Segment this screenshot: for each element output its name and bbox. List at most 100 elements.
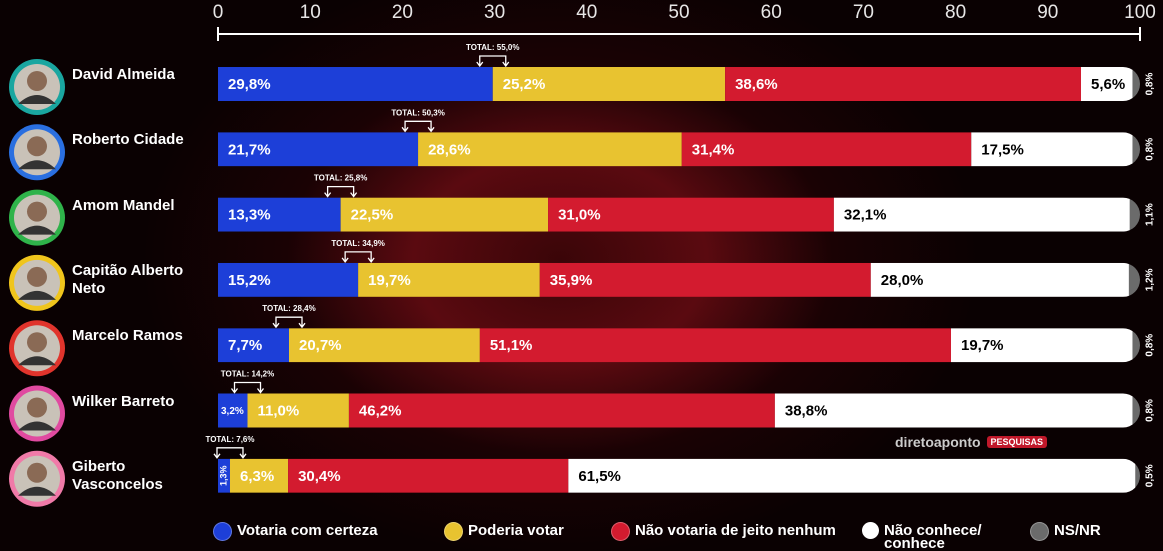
bar-segment xyxy=(1132,132,1140,167)
category-label: David Almeida xyxy=(72,66,175,83)
bar-segment xyxy=(950,328,1133,363)
avatar-body xyxy=(18,95,56,104)
avatar-body xyxy=(18,421,56,431)
total-bracket xyxy=(341,251,375,263)
legend-item: NS/NR xyxy=(1030,522,1101,541)
avatar-head xyxy=(27,136,47,157)
bar-segment xyxy=(539,262,871,297)
x-tick-label: 0 xyxy=(213,2,224,23)
avatar-body xyxy=(18,225,56,235)
avatar-head xyxy=(27,266,47,287)
category-label: Roberto Cidade xyxy=(72,131,184,149)
bar-segment xyxy=(1128,262,1140,297)
value-label: 19,7% xyxy=(961,337,1004,354)
total-bracket xyxy=(324,185,358,198)
legend-label: Votaria com certeza xyxy=(237,522,378,539)
value-label: 32,1% xyxy=(844,207,887,224)
legend-label: Poderia votar xyxy=(468,522,564,539)
bar-segment xyxy=(218,132,419,167)
legend-label: Não votaria de jeito nenhum xyxy=(635,522,836,539)
value-label: 31,4% xyxy=(692,141,735,158)
x-tick-label: 40 xyxy=(576,2,597,23)
legend-label: NS/NR xyxy=(1054,522,1101,539)
value-label: 20,7% xyxy=(299,337,342,354)
avatar-head xyxy=(27,332,47,353)
avatar-head xyxy=(27,462,47,483)
bar-segment xyxy=(288,458,569,493)
bar-segment xyxy=(218,393,248,428)
total-bracket xyxy=(213,447,247,459)
bar-segment xyxy=(288,328,480,363)
legend-swatch xyxy=(444,522,463,541)
value-label: 25,2% xyxy=(503,76,546,93)
x-tick-label: 10 xyxy=(300,2,321,23)
value-label: 15,2% xyxy=(228,272,271,289)
avatar-body xyxy=(18,486,56,496)
value-label: 0,8% xyxy=(1145,138,1156,161)
bar-row xyxy=(218,328,1140,363)
bar-segment xyxy=(1132,67,1140,101)
x-tick-label: 70 xyxy=(853,2,874,23)
bar-row xyxy=(218,67,1140,101)
bar-segment xyxy=(971,132,1133,167)
category-label: Capitão Alberto Neto xyxy=(72,261,184,297)
total-label: TOTAL: 14,2% xyxy=(221,370,275,379)
total-bracket xyxy=(230,381,265,394)
total-label: TOTAL: 7,6% xyxy=(205,435,254,444)
bar-segment xyxy=(548,197,834,232)
category-label: Giberto Vasconcelos xyxy=(72,457,163,493)
value-label: 1,1% xyxy=(1145,203,1156,226)
bar-segment xyxy=(418,132,682,167)
brand-name: diretoaponto xyxy=(895,434,981,450)
x-tick-label: 30 xyxy=(484,2,505,23)
bar-segment xyxy=(725,67,1081,101)
bar-segment xyxy=(568,458,1136,493)
avatar-head xyxy=(27,397,47,418)
bar-segment xyxy=(218,458,230,493)
bar-segment xyxy=(1129,197,1140,232)
total-label: TOTAL: 28,4% xyxy=(262,304,316,313)
value-label: 46,2% xyxy=(359,402,402,419)
x-tick-label: 80 xyxy=(945,2,966,23)
value-label: 0,5% xyxy=(1145,464,1156,487)
legend-item: Não conhece/ conhece pouco xyxy=(862,522,992,551)
avatar-body xyxy=(18,356,56,366)
value-label: 0,8% xyxy=(1145,334,1156,357)
x-tick-label: 50 xyxy=(668,2,689,23)
bar-segment xyxy=(340,197,549,232)
value-label: 22,5% xyxy=(351,207,394,224)
bar-row xyxy=(218,132,1140,167)
category-label: Marcelo Ramos xyxy=(72,327,183,345)
value-label: 19,7% xyxy=(368,272,411,289)
legend-swatch xyxy=(611,522,630,541)
bar-segment xyxy=(479,328,951,363)
bar-segment xyxy=(870,262,1129,297)
total-label: TOTAL: 34,9% xyxy=(331,239,385,248)
bar-row xyxy=(218,197,1140,232)
value-label: 31,0% xyxy=(558,207,601,224)
x-tick-label: 60 xyxy=(761,2,782,23)
bar-segment xyxy=(348,393,775,428)
bar-row xyxy=(218,458,1140,493)
category-label: Amom Mandel xyxy=(72,196,175,214)
avatar-body xyxy=(18,160,56,170)
avatar-body xyxy=(18,290,56,300)
brand: diretoaponto PESQUISAS xyxy=(895,434,1048,450)
x-tick-label: 20 xyxy=(392,2,413,23)
value-label: 1,3% xyxy=(218,466,228,487)
bar-segment xyxy=(681,132,972,167)
total-bracket xyxy=(401,120,435,133)
bar-segment xyxy=(1132,393,1140,428)
bar-segment xyxy=(1132,328,1140,363)
avatar-head xyxy=(27,71,47,91)
legend-swatch xyxy=(213,522,232,541)
bar-row xyxy=(218,393,1140,428)
value-label: 28,0% xyxy=(881,272,924,289)
value-label: 35,9% xyxy=(550,272,593,289)
category-label: Wilker Barreto xyxy=(72,392,175,410)
bar-segment xyxy=(218,328,289,363)
brand-badge: PESQUISAS xyxy=(986,436,1048,448)
value-label: 11,0% xyxy=(258,402,300,419)
